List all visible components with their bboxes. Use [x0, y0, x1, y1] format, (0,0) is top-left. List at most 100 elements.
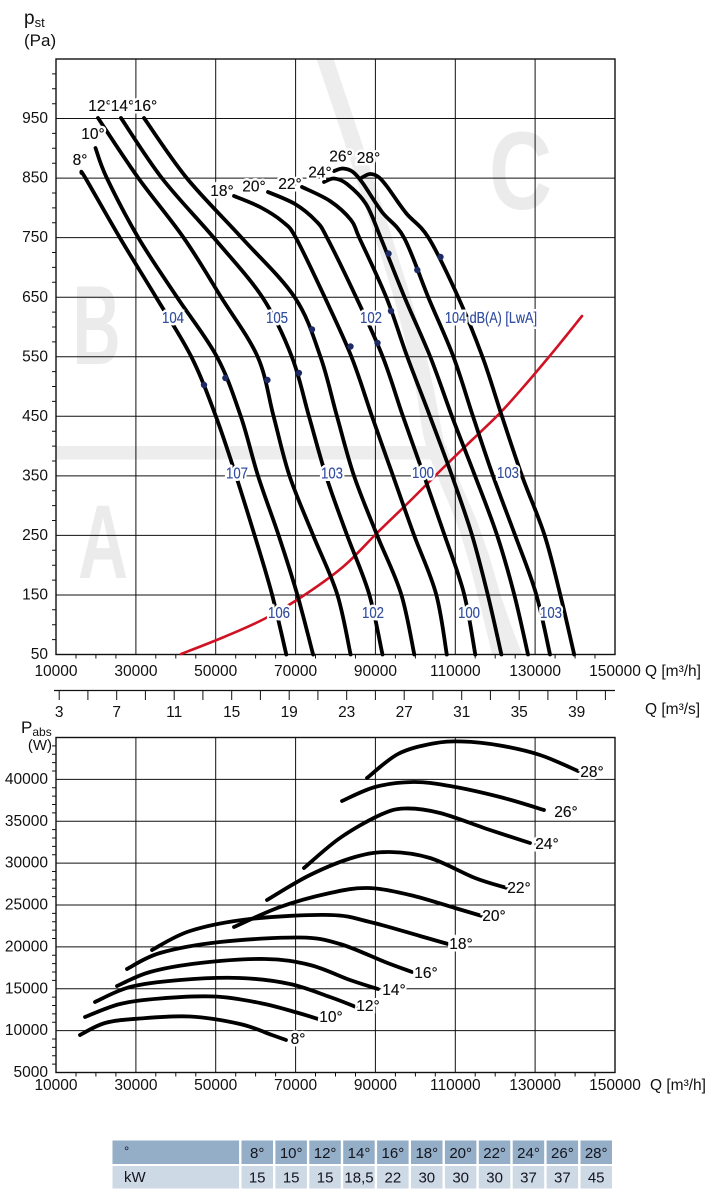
svg-text:150000: 150000	[589, 1077, 641, 1094]
svg-text:30000: 30000	[114, 663, 157, 680]
svg-text:106: 106	[268, 605, 290, 622]
svg-text:15: 15	[317, 1170, 334, 1187]
svg-text:250: 250	[22, 527, 48, 544]
svg-text:450: 450	[22, 408, 48, 425]
svg-text:107: 107	[226, 466, 248, 483]
svg-text:130000: 130000	[509, 1077, 561, 1094]
svg-text:(Pa): (Pa)	[24, 31, 56, 50]
svg-text:103: 103	[540, 605, 562, 622]
svg-text:100: 100	[412, 465, 434, 482]
svg-text:110000: 110000	[430, 1077, 481, 1094]
svg-text:16°: 16°	[382, 1145, 405, 1162]
svg-text:Q [m³/s]: Q [m³/s]	[645, 701, 700, 718]
svg-text:45: 45	[588, 1170, 605, 1187]
svg-text:22: 22	[385, 1170, 402, 1187]
svg-text:12°: 12°	[356, 998, 379, 1015]
svg-text:24°: 24°	[308, 165, 331, 182]
svg-text:30: 30	[486, 1170, 503, 1187]
svg-text:15: 15	[283, 1170, 300, 1187]
svg-text:15000: 15000	[5, 980, 48, 997]
svg-text:8°: 8°	[73, 152, 88, 169]
svg-text:24°: 24°	[535, 836, 558, 853]
svg-text:102: 102	[360, 310, 382, 327]
svg-text:12°: 12°	[88, 98, 111, 115]
svg-text:3: 3	[55, 704, 64, 721]
svg-text:50000: 50000	[194, 663, 237, 680]
svg-text:105: 105	[266, 310, 288, 327]
svg-text:102: 102	[362, 605, 384, 622]
svg-text:37: 37	[520, 1170, 537, 1187]
svg-text:31: 31	[453, 704, 470, 721]
svg-text:14°: 14°	[382, 982, 405, 999]
svg-text:Q [m³/h]: Q [m³/h]	[645, 663, 701, 680]
svg-text:16°: 16°	[414, 965, 437, 982]
svg-text:22°: 22°	[507, 880, 530, 897]
svg-text:10000: 10000	[34, 1077, 77, 1094]
svg-text:°: °	[124, 1144, 129, 1159]
svg-text:350: 350	[22, 467, 48, 484]
svg-text:90000: 90000	[354, 663, 397, 680]
svg-text:104 dB(A) [LwA]: 104 dB(A) [LwA]	[445, 310, 537, 327]
svg-text:103: 103	[497, 465, 519, 482]
svg-text:26°: 26°	[551, 1145, 574, 1162]
svg-text:12°: 12°	[314, 1145, 337, 1162]
svg-text:7: 7	[112, 704, 121, 721]
svg-text:950: 950	[22, 110, 48, 127]
svg-text:70000: 70000	[274, 1077, 317, 1094]
svg-text:20000: 20000	[5, 938, 48, 955]
svg-text:50000: 50000	[194, 1077, 237, 1094]
svg-text:25000: 25000	[5, 897, 48, 914]
svg-text:12°: 12°	[88, 98, 111, 115]
svg-text:12°: 12°	[356, 998, 379, 1015]
svg-text:14°: 14°	[382, 982, 405, 999]
svg-text:14°: 14°	[111, 98, 134, 115]
svg-text:28°: 28°	[580, 764, 603, 781]
svg-text:103: 103	[321, 466, 343, 483]
svg-text:103: 103	[321, 466, 343, 483]
svg-text:10°: 10°	[81, 126, 104, 143]
svg-text:18°: 18°	[449, 936, 472, 953]
svg-text:A: A	[78, 484, 128, 601]
svg-text:10°: 10°	[280, 1145, 303, 1162]
svg-text:90000: 90000	[354, 1077, 397, 1094]
svg-text:27: 27	[396, 704, 413, 721]
svg-text:18,5: 18,5	[344, 1170, 373, 1187]
svg-text:26°: 26°	[554, 804, 577, 821]
svg-text:15: 15	[223, 704, 240, 721]
svg-text:103: 103	[497, 465, 519, 482]
svg-text:8°: 8°	[291, 1031, 306, 1048]
svg-text:16°: 16°	[134, 98, 157, 115]
svg-text:18°: 18°	[449, 936, 472, 953]
svg-text:35000: 35000	[5, 813, 48, 830]
svg-text:24°: 24°	[517, 1145, 540, 1162]
svg-text:14°: 14°	[111, 98, 134, 115]
svg-text:15: 15	[249, 1170, 266, 1187]
svg-text:26°: 26°	[329, 149, 352, 166]
svg-text:kW: kW	[124, 1169, 147, 1186]
svg-text:8°: 8°	[291, 1031, 306, 1048]
svg-text:100: 100	[458, 605, 480, 622]
svg-text:104: 104	[162, 310, 184, 327]
svg-text:106: 106	[268, 605, 290, 622]
svg-text:30: 30	[452, 1170, 469, 1187]
svg-text:24°: 24°	[535, 836, 558, 853]
svg-text:22°: 22°	[278, 176, 301, 193]
svg-text:40000: 40000	[5, 771, 48, 788]
svg-text:102: 102	[360, 310, 382, 327]
svg-text:10000: 10000	[34, 663, 77, 680]
svg-text:50: 50	[31, 646, 49, 663]
svg-text:110000: 110000	[430, 663, 481, 680]
svg-text:10000: 10000	[5, 1022, 48, 1039]
svg-text:26°: 26°	[554, 804, 577, 821]
svg-text:39: 39	[568, 704, 585, 721]
svg-text:Q [m³/h]: Q [m³/h]	[650, 1077, 706, 1094]
svg-text:650: 650	[22, 289, 48, 306]
svg-text:30000: 30000	[5, 855, 48, 872]
svg-text:28°: 28°	[357, 150, 380, 167]
svg-text:18°: 18°	[415, 1145, 438, 1162]
svg-text:18°: 18°	[210, 183, 233, 200]
svg-text:B: B	[73, 263, 121, 388]
svg-text:20°: 20°	[449, 1145, 472, 1162]
svg-text:C: C	[489, 110, 552, 233]
svg-text:30000: 30000	[114, 1077, 157, 1094]
